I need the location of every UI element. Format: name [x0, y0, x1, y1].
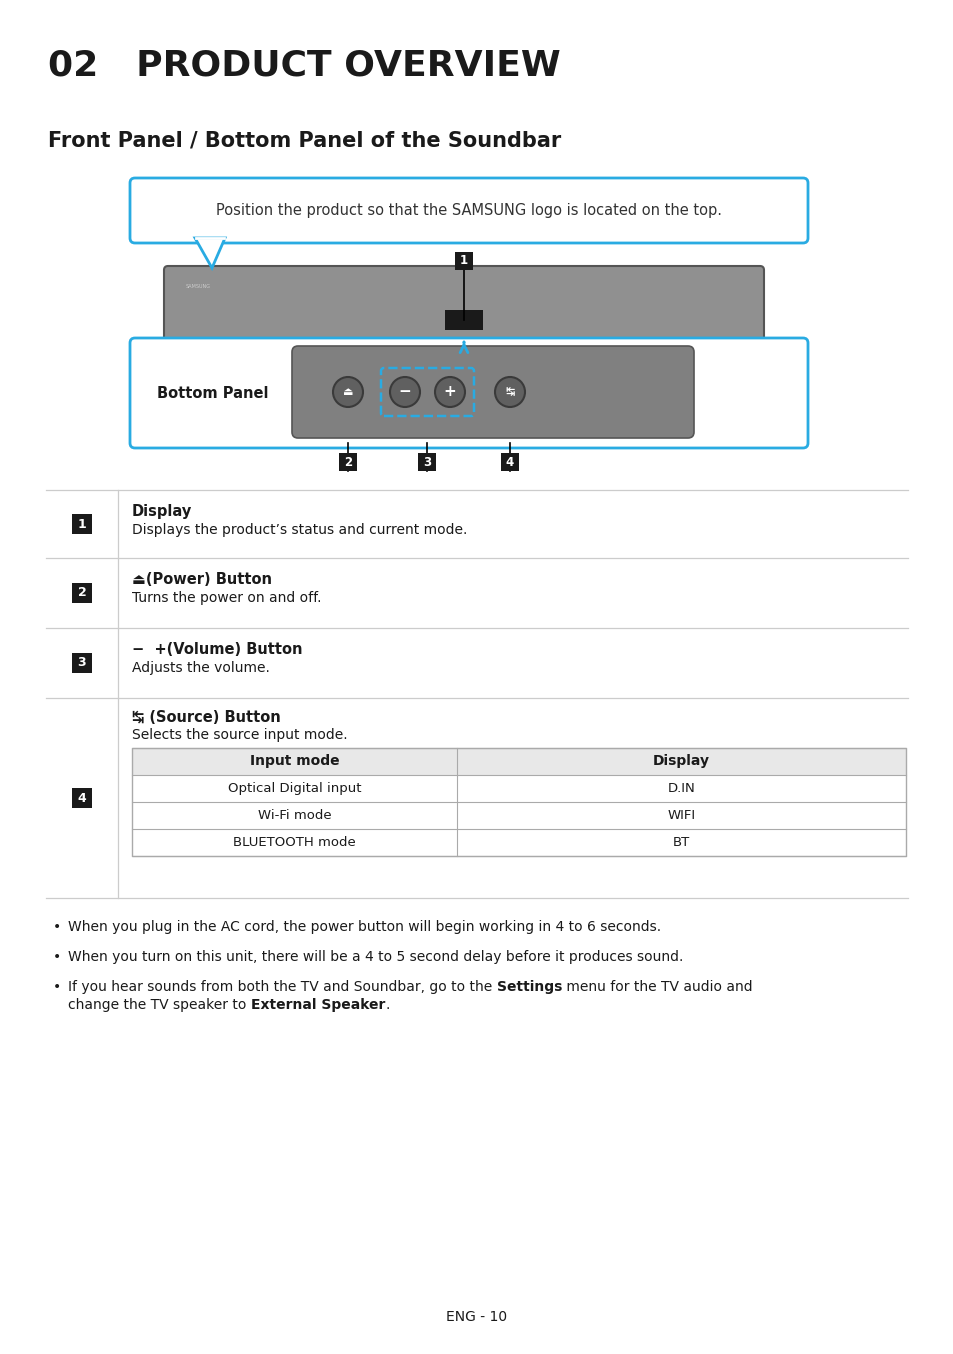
Bar: [500, 454, 518, 471]
Text: Selects the source input mode.: Selects the source input mode.: [132, 728, 347, 742]
Bar: [132, 747, 905, 856]
Text: 4: 4: [505, 455, 514, 468]
Text: ↹: ↹: [505, 387, 515, 397]
Text: Optical Digital input: Optical Digital input: [228, 783, 361, 795]
Text: •: •: [53, 951, 61, 964]
Text: BLUETOOTH mode: BLUETOOTH mode: [233, 835, 355, 849]
Text: −: −: [398, 385, 411, 399]
Text: ↹ (Source) Button: ↹ (Source) Button: [132, 709, 280, 724]
FancyBboxPatch shape: [292, 347, 693, 437]
Bar: [71, 515, 91, 533]
Text: change the TV speaker to: change the TV speaker to: [68, 998, 251, 1011]
Text: Settings: Settings: [497, 980, 561, 994]
Bar: [132, 747, 905, 774]
FancyBboxPatch shape: [130, 338, 807, 448]
Text: −  +(Volume) Button: − +(Volume) Button: [132, 642, 302, 657]
Text: ⏏(Power) Button: ⏏(Power) Button: [132, 571, 272, 588]
Bar: [71, 653, 91, 673]
Bar: [418, 454, 436, 471]
Text: When you plug in the AC cord, the power button will begin working in 4 to 6 seco: When you plug in the AC cord, the power …: [68, 919, 660, 934]
Text: menu for the TV audio and: menu for the TV audio and: [561, 980, 752, 994]
Text: 3: 3: [423, 455, 431, 468]
Text: 02   PRODUCT OVERVIEW: 02 PRODUCT OVERVIEW: [48, 47, 560, 83]
Text: If you hear sounds from both the TV and Soundbar, go to the: If you hear sounds from both the TV and …: [68, 980, 497, 994]
Text: 1: 1: [459, 255, 468, 268]
Circle shape: [435, 376, 464, 408]
Text: Front Panel / Bottom Panel of the Soundbar: Front Panel / Bottom Panel of the Soundb…: [48, 130, 560, 150]
Text: •: •: [53, 919, 61, 934]
Text: BT: BT: [672, 835, 689, 849]
Text: Bottom Panel: Bottom Panel: [157, 386, 268, 401]
Bar: [338, 454, 356, 471]
Text: 3: 3: [77, 657, 86, 669]
Bar: [71, 584, 91, 603]
Text: Turns the power on and off.: Turns the power on and off.: [132, 590, 321, 605]
Text: Display: Display: [132, 504, 193, 519]
Circle shape: [495, 376, 524, 408]
Text: 2: 2: [77, 586, 87, 600]
Text: When you turn on this unit, there will be a 4 to 5 second delay before it produc: When you turn on this unit, there will b…: [68, 951, 682, 964]
Text: Input mode: Input mode: [250, 754, 339, 769]
Circle shape: [390, 376, 419, 408]
Text: .: .: [385, 998, 389, 1011]
Text: +: +: [443, 385, 456, 399]
Text: Wi-Fi mode: Wi-Fi mode: [257, 808, 331, 822]
Text: Position the product so that the SAMSUNG logo is located on the top.: Position the product so that the SAMSUNG…: [215, 203, 721, 218]
Text: External Speaker: External Speaker: [251, 998, 385, 1011]
FancyBboxPatch shape: [130, 177, 807, 242]
Text: •: •: [53, 980, 61, 994]
Text: Adjusts the volume.: Adjusts the volume.: [132, 661, 270, 676]
Text: ⏏: ⏏: [342, 387, 353, 397]
FancyBboxPatch shape: [164, 265, 763, 343]
Polygon shape: [194, 238, 225, 268]
Text: Display: Display: [653, 754, 709, 769]
Bar: [71, 788, 91, 808]
Text: Displays the product’s status and current mode.: Displays the product’s status and curren…: [132, 523, 467, 538]
Bar: [455, 252, 473, 269]
Text: SAMSUNG: SAMSUNG: [186, 284, 211, 288]
Text: D.IN: D.IN: [667, 783, 695, 795]
Text: 2: 2: [344, 455, 352, 468]
Text: WIFI: WIFI: [667, 808, 695, 822]
Text: 1: 1: [77, 517, 87, 531]
Bar: [444, 310, 482, 330]
Text: 4: 4: [77, 792, 87, 804]
Circle shape: [333, 376, 363, 408]
Text: ENG - 10: ENG - 10: [446, 1311, 507, 1324]
